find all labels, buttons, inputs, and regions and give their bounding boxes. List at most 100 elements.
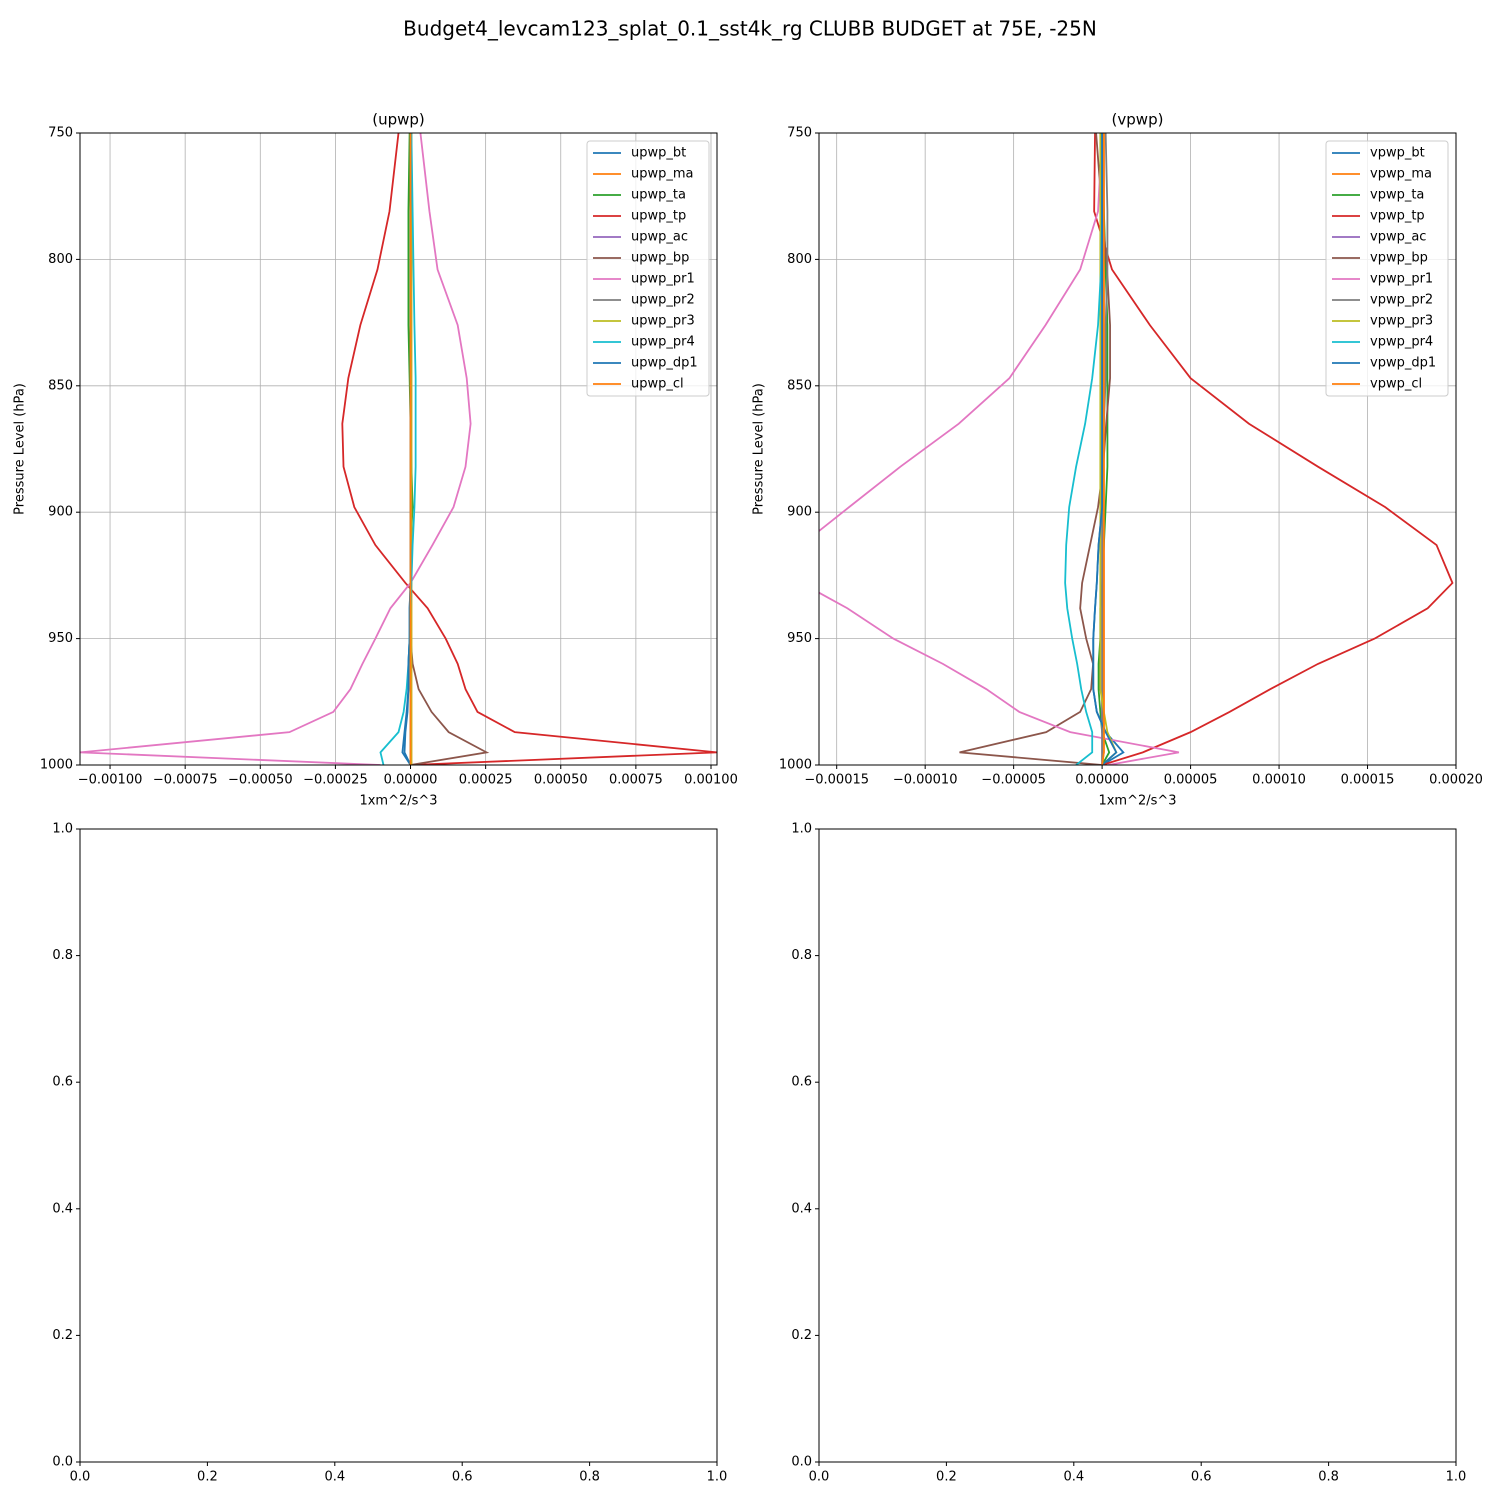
legend-label: upwp_ac: [631, 230, 688, 245]
x-tick-label: 0.0: [809, 1470, 830, 1485]
y-tick-label: 0.0: [52, 1455, 73, 1470]
x-tick-label: −0.00010: [893, 773, 958, 788]
x-tick-label: 0.4: [1063, 1470, 1084, 1485]
x-tick-label: 0.0: [70, 1470, 91, 1485]
legend-box: [586, 140, 710, 397]
profile-line: [379, 133, 417, 765]
y-tick-label: 900: [48, 505, 73, 520]
panel-title: (vpwp): [1112, 111, 1164, 129]
profile-line: [341, 133, 717, 765]
y-tick-label: 0.6: [52, 1075, 73, 1090]
x-tick-label: 0.2: [936, 1470, 957, 1485]
profile-line: [1064, 133, 1104, 765]
legend-label: vpwp_tp: [1370, 209, 1425, 224]
legend-label: upwp_bt: [631, 146, 686, 161]
axes-frame: [818, 132, 1457, 766]
x-tick-label: 0.00000: [1075, 773, 1129, 788]
legend-label: vpwp_ta: [1370, 188, 1424, 203]
profile-line: [1101, 133, 1105, 765]
legend-label: upwp_dp1: [631, 356, 698, 371]
y-tick-label: 950: [787, 631, 812, 646]
x-tick-label: 0.00050: [534, 773, 588, 788]
y-tick-label: 900: [787, 505, 812, 520]
x-tick-label: −0.00005: [981, 773, 1046, 788]
y-tick-label: 800: [48, 252, 73, 267]
x-tick-label: 0.00100: [684, 773, 738, 788]
x-tick-label: 0.00025: [459, 773, 513, 788]
legend-label: upwp_pr4: [631, 335, 695, 350]
x-axis-label: 1xm^2/s^3: [1098, 794, 1176, 809]
legend: upwp_bt upwp_ma upwp_ta upwp_tp upwp_ac upwp_…: [586, 140, 710, 397]
profile-line: [1093, 133, 1454, 765]
legend-label: upwp_pr3: [631, 314, 695, 329]
panel: 0.0 0.2 0.4 0.6 0.8 1.0 0.0 0.2 0.4 0.6 0.8 1.0: [52, 822, 727, 1485]
legend-label: upwp_ma: [631, 167, 694, 182]
profile-line: [80, 133, 472, 765]
x-tick-label: 0.4: [324, 1470, 345, 1485]
y-tick-label: 1.0: [791, 822, 812, 837]
legend-label: vpwp_pr3: [1370, 314, 1433, 329]
legend-label: vpwp_pr1: [1370, 272, 1433, 287]
legend: vpwp_bt vpwp_ma vpwp_ta vpwp_tp vpwp_ac vpwp_…: [1325, 140, 1449, 397]
x-tick-label: 0.00075: [609, 773, 663, 788]
axes-frame: [818, 828, 1457, 1463]
profile-line: [1101, 133, 1109, 765]
x-tick-label: 0.00000: [384, 773, 438, 788]
x-tick-label: 0.8: [1318, 1470, 1339, 1485]
x-axis-label: 1xm^2/s^3: [359, 794, 437, 809]
x-tick-label: 0.00010: [1252, 773, 1306, 788]
y-tick-label: 800: [787, 252, 812, 267]
y-tick-label: 0.2: [52, 1328, 73, 1343]
x-tick-label: 1.0: [707, 1470, 728, 1485]
x-tick-label: −0.00075: [153, 773, 218, 788]
x-tick-label: 0.8: [579, 1470, 600, 1485]
plot-lines: [80, 133, 717, 765]
legend-label: upwp_pr1: [631, 272, 695, 287]
legend-label: vpwp_pr4: [1370, 335, 1433, 350]
y-tick-label: 0.4: [791, 1201, 812, 1216]
profile-line: [959, 133, 1111, 765]
legend-label: upwp_pr2: [631, 293, 695, 308]
y-axis-label: Pressure Level (hPa): [752, 383, 767, 515]
legend-label: vpwp_dp1: [1370, 356, 1436, 371]
axes-frame: [79, 828, 718, 1463]
legend-label: vpwp_pr2: [1370, 293, 1433, 308]
x-tick-label: 0.6: [1191, 1470, 1212, 1485]
y-tick-label: 750: [48, 126, 73, 141]
y-tick-label: 950: [48, 631, 73, 646]
legend-label: upwp_tp: [631, 209, 686, 224]
legend-label: vpwp_bp: [1370, 251, 1428, 266]
x-tick-label: −0.00015: [804, 773, 869, 788]
y-tick-label: 0.8: [52, 948, 73, 963]
y-tick-label: 0.2: [791, 1328, 812, 1343]
y-tick-label: 0.6: [791, 1075, 812, 1090]
legend-label: vpwp_cl: [1370, 377, 1422, 392]
legend-label: upwp_ta: [631, 188, 686, 203]
legend-label: vpwp_bt: [1370, 146, 1425, 161]
y-tick-label: 850: [787, 378, 812, 393]
x-tick-label: 0.00020: [1429, 773, 1483, 788]
legend-box: [1325, 140, 1449, 397]
x-tick-label: −0.00025: [303, 773, 368, 788]
y-tick-label: 0.0: [791, 1455, 812, 1470]
y-tick-label: 1.0: [52, 822, 73, 837]
y-tick-label: 750: [787, 126, 812, 141]
legend-label: vpwp_ac: [1370, 230, 1426, 245]
legend-label: upwp_cl: [631, 377, 684, 392]
panel: 0.0 0.2 0.4 0.6 0.8 1.0 0.0 0.2 0.4 0.6 0.8 1.0: [791, 822, 1466, 1485]
x-tick-label: 0.00015: [1341, 773, 1395, 788]
x-tick-label: 1.0: [1446, 1470, 1467, 1485]
y-tick-label: 0.8: [791, 948, 812, 963]
x-tick-label: 0.2: [197, 1470, 218, 1485]
x-tick-label: 0.00005: [1164, 773, 1218, 788]
x-tick-label: −0.00100: [78, 773, 143, 788]
x-tick-label: −0.00050: [228, 773, 293, 788]
legend-label: vpwp_ma: [1370, 167, 1432, 182]
y-tick-label: 0.4: [52, 1201, 73, 1216]
panel-title: (upwp): [372, 111, 425, 129]
y-axis-label: Pressure Level (hPa): [13, 383, 28, 515]
figure-title: Budget4_levcam123_splat_0.1_sst4k_rg CLU…: [403, 17, 1097, 41]
profile-line: [819, 133, 1180, 765]
